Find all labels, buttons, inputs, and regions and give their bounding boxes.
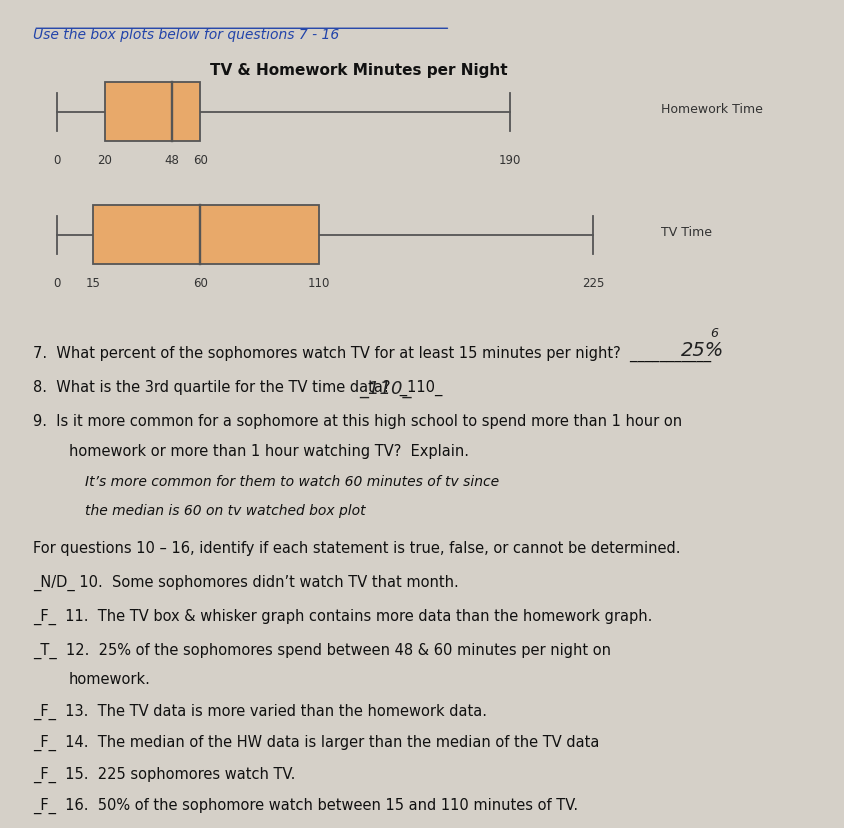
Text: _F_  11.  The TV box & whisker graph contains more data than the homework graph.: _F_ 11. The TV box & whisker graph conta… [33, 608, 652, 624]
Text: 60: 60 [192, 153, 208, 166]
Text: 25%: 25% [679, 341, 723, 360]
Text: It’s more common for them to watch 60 minutes of tv since: It’s more common for them to watch 60 mi… [84, 474, 499, 489]
Text: 110: 110 [308, 277, 330, 289]
Text: _T_  12.  25% of the sophomores spend between 48 & 60 minutes per night on: _T_ 12. 25% of the sophomores spend betw… [33, 642, 610, 657]
Text: TV Time: TV Time [660, 226, 711, 239]
Text: 190: 190 [498, 153, 521, 166]
Text: 0: 0 [53, 277, 61, 289]
Text: 0: 0 [53, 153, 61, 166]
Text: TV & Homework Minutes per Night: TV & Homework Minutes per Night [210, 63, 507, 78]
Text: homework or more than 1 hour watching TV?  Explain.: homework or more than 1 hour watching TV… [69, 444, 468, 459]
FancyBboxPatch shape [93, 206, 319, 265]
Text: 8.  What is the 3rd quartile for the TV time data?  _110_: 8. What is the 3rd quartile for the TV t… [33, 379, 442, 396]
Text: homework.: homework. [69, 672, 151, 686]
Text: _F_  16.  50% of the sophomore watch between 15 and 110 minutes of TV.: _F_ 16. 50% of the sophomore watch betwe… [33, 797, 578, 813]
Text: _F_  15.  225 sophomores watch TV.: _F_ 15. 225 sophomores watch TV. [33, 766, 295, 782]
Text: 9.  Is it more common for a sophomore at this high school to spend more than 1 h: 9. Is it more common for a sophomore at … [33, 413, 682, 428]
Text: For questions 10 – 16, identify if each statement is true, false, or cannot be d: For questions 10 – 16, identify if each … [33, 540, 680, 556]
Text: _F_  14.  The median of the HW data is larger than the median of the TV data: _F_ 14. The median of the HW data is lar… [33, 734, 599, 750]
Text: 225: 225 [582, 277, 603, 289]
Text: 48: 48 [164, 153, 179, 166]
FancyBboxPatch shape [105, 84, 200, 142]
Text: 60: 60 [192, 277, 208, 289]
Text: _F_  13.  The TV data is more varied than the homework data.: _F_ 13. The TV data is more varied than … [33, 703, 487, 719]
Text: the median is 60 on tv watched box plot: the median is 60 on tv watched box plot [84, 503, 365, 518]
Text: Homework Time: Homework Time [660, 104, 762, 116]
Text: 15: 15 [85, 277, 100, 289]
Text: 20: 20 [97, 153, 112, 166]
Text: 6: 6 [709, 326, 717, 339]
Text: _N/D_ 10.  Some sophomores didn’t watch TV that month.: _N/D_ 10. Some sophomores didn’t watch T… [33, 574, 458, 590]
Text: 7.  What percent of the sophomores watch TV for at least 15 minutes per night?  : 7. What percent of the sophomores watch … [33, 346, 711, 362]
Text: _110_: _110_ [359, 379, 411, 397]
Text: Use the box plots below for questions 7 - 16: Use the box plots below for questions 7 … [33, 28, 339, 41]
